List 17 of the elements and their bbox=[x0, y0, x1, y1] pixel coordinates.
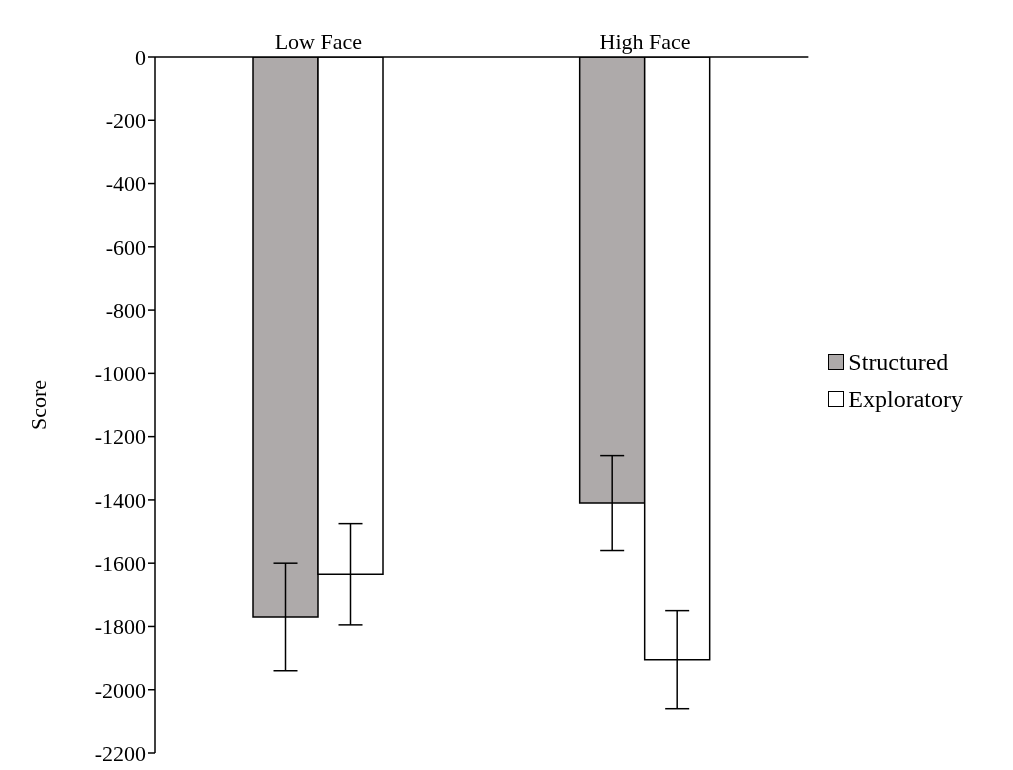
legend-label: Exploratory bbox=[848, 385, 963, 413]
y-tick-label: -2200 bbox=[94, 740, 146, 766]
y-tick-label: -200 bbox=[105, 108, 146, 134]
y-tick-label: -1400 bbox=[94, 487, 146, 513]
y-tick-label: -600 bbox=[105, 234, 146, 260]
y-tick-label: 0 bbox=[135, 44, 146, 70]
x-tick-label: High Face bbox=[599, 29, 691, 54]
legend-label: Structured bbox=[848, 348, 949, 376]
y-tick-label: -2000 bbox=[94, 677, 146, 703]
y-axis-title: Score bbox=[25, 379, 51, 431]
x-tick-label: Low Face bbox=[274, 29, 363, 54]
y-tick-label: -1000 bbox=[94, 361, 146, 387]
y-tick-label: -400 bbox=[105, 171, 146, 197]
y-tick-label: -1800 bbox=[94, 614, 146, 640]
y-tick-label: -1200 bbox=[94, 424, 146, 450]
y-tick-label: -1600 bbox=[94, 550, 146, 576]
y-tick-label: -800 bbox=[105, 297, 146, 323]
